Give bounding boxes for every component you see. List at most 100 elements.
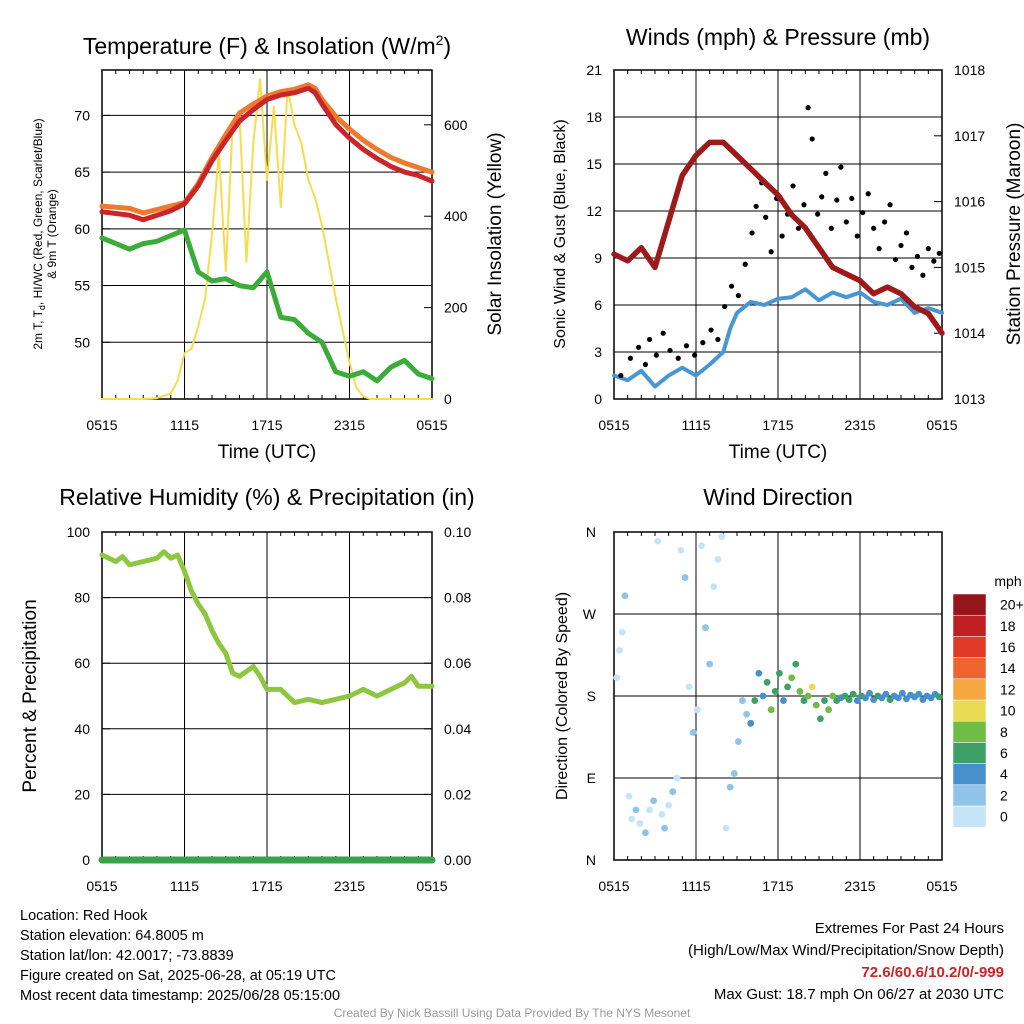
wind-direction-point bbox=[693, 706, 701, 714]
sonic-wind-line bbox=[612, 287, 944, 389]
x-tick-label: 0515 bbox=[598, 878, 629, 894]
wind-gust-point bbox=[728, 283, 735, 289]
wind-direction-point bbox=[636, 820, 644, 827]
wind-direction-point bbox=[658, 811, 666, 818]
wind-direction-point bbox=[642, 829, 649, 837]
y2-tick-label: 1014 bbox=[954, 325, 985, 341]
wind-direction-point bbox=[616, 647, 623, 654]
colorbar-swatch bbox=[952, 742, 987, 764]
wind-direction-point bbox=[796, 688, 804, 695]
extremes-legend: (High/Low/Max Wind/Precipitation/Snow De… bbox=[688, 942, 1004, 959]
colorbar-label: 10 bbox=[1000, 703, 1016, 719]
y-axis-label: 2m T, Td, HI/WC (Red, Green, Scarlet/Blu… bbox=[31, 118, 47, 349]
y-tick-label: 100 bbox=[67, 524, 91, 540]
wind-direction-point bbox=[751, 697, 759, 704]
x-tick-label: 1115 bbox=[681, 878, 710, 894]
x-tick-label: 2315 bbox=[334, 417, 365, 433]
y-axis-label: Percent & Precipitation bbox=[20, 599, 41, 792]
y-tick-label: 9 bbox=[594, 250, 602, 266]
colorbar-label: 6 bbox=[1000, 745, 1008, 761]
wind-direction-point bbox=[661, 824, 668, 832]
colorbar-label: 12 bbox=[1000, 681, 1016, 697]
x-tick-label: 0515 bbox=[86, 417, 117, 433]
wind-direction-point bbox=[898, 689, 906, 697]
x-tick-label: 1715 bbox=[251, 417, 282, 433]
wind-direction-point bbox=[714, 555, 722, 563]
wind-gust-point bbox=[660, 330, 666, 336]
colorbar-swatch bbox=[952, 593, 987, 616]
wind-direction-point bbox=[775, 669, 783, 677]
wind-direction-point bbox=[718, 533, 726, 540]
dewpoint-line bbox=[99, 227, 435, 384]
wind-gust-point bbox=[887, 202, 893, 208]
colorbar-label: 16 bbox=[1000, 639, 1016, 655]
wind-gust-point bbox=[618, 372, 624, 379]
wind-direction-point bbox=[621, 592, 629, 600]
y-tick-label: 40 bbox=[74, 721, 90, 737]
y-tick-label: 3 bbox=[594, 344, 602, 360]
wind-direction-point bbox=[625, 792, 633, 800]
wind-direction-point bbox=[882, 690, 890, 698]
wind-gust-point bbox=[749, 230, 755, 236]
wind-direction-point bbox=[849, 690, 857, 698]
wind-direction-point bbox=[808, 683, 816, 691]
x-tick-label: 0515 bbox=[86, 878, 117, 894]
wind-gust-point bbox=[876, 246, 882, 252]
x-tick-label: 1115 bbox=[170, 417, 199, 433]
wind-direction-point bbox=[743, 710, 750, 718]
colorbar-swatch bbox=[952, 699, 987, 722]
wind-direction-point bbox=[894, 694, 902, 702]
y2-tick-label: 400 bbox=[444, 208, 468, 224]
wind-gust-point bbox=[843, 219, 849, 225]
wind-direction-point bbox=[632, 806, 640, 814]
wind-direction-point bbox=[677, 546, 685, 554]
wind-gust-point bbox=[627, 355, 634, 361]
wind-gust-point bbox=[854, 233, 860, 239]
wind-gust-point bbox=[882, 219, 888, 225]
colorbar-swatch bbox=[952, 614, 987, 637]
x-tick-label: 0515 bbox=[598, 417, 629, 433]
y-axis-label: Sonic Wind & Gust (Blue, Black) bbox=[552, 119, 569, 348]
winds-chart-title: Winds (mph) & Pressure (mb) bbox=[626, 24, 930, 50]
wind-gust-point bbox=[722, 303, 728, 310]
colorbar-swatch bbox=[952, 636, 987, 658]
wind-gust-point bbox=[920, 272, 926, 278]
wind-direction-point bbox=[698, 542, 705, 550]
recent-text: Most recent data timestamp: 2025/06/28 0… bbox=[20, 988, 341, 1004]
wind-direction-point bbox=[763, 678, 771, 686]
location-text: Location: Red Hook bbox=[20, 908, 148, 924]
y-tick-label: 15 bbox=[586, 156, 602, 172]
y-tick-label: 55 bbox=[74, 278, 90, 294]
wind-gust-point bbox=[715, 336, 721, 343]
wind-direction-point bbox=[665, 801, 673, 809]
wind-gust-point bbox=[936, 250, 942, 256]
y-tick-label: 20 bbox=[74, 786, 90, 802]
wind-direction-point bbox=[812, 701, 820, 709]
humidity-chart-title: Relative Humidity (%) & Precipitation (i… bbox=[59, 484, 474, 510]
colorbar-label: 14 bbox=[1000, 660, 1016, 676]
temp-2m-line bbox=[99, 85, 435, 223]
wind-gust-point bbox=[801, 202, 807, 208]
wind-gust-point bbox=[795, 225, 802, 231]
wind-gust-point bbox=[700, 340, 706, 346]
wind-direction-point bbox=[829, 692, 837, 700]
y-tick-label: 21 bbox=[586, 62, 602, 78]
wind-gust-point bbox=[683, 343, 690, 349]
wind-direction-point bbox=[628, 815, 636, 823]
wind-direction-point bbox=[669, 788, 677, 796]
wind-direction-point bbox=[747, 719, 755, 727]
colorbar-swatch bbox=[952, 763, 987, 786]
colorbar-label: 2 bbox=[1000, 787, 1008, 803]
y2-tick-label: 0.10 bbox=[444, 524, 471, 540]
wind-gust-point bbox=[898, 242, 904, 249]
wind-gust-point bbox=[805, 105, 811, 111]
wind-gust-point bbox=[819, 194, 825, 200]
y-tick-label: 6 bbox=[594, 297, 602, 313]
temperature-chart-title: Temperature (F) & Insolation (W/m2) bbox=[83, 32, 451, 59]
wind-direction-point bbox=[825, 706, 832, 714]
direction-tick-label: N bbox=[586, 852, 596, 868]
wind-gust-point bbox=[768, 249, 774, 255]
y-tick-label: 65 bbox=[74, 164, 90, 180]
direction-tick-label: E bbox=[587, 770, 596, 786]
wind-direction-point bbox=[739, 697, 746, 704]
